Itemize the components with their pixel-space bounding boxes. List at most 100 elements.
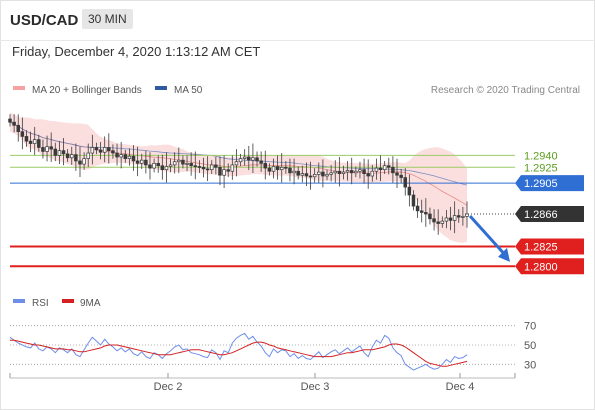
candle-body — [321, 171, 325, 177]
candle-body — [370, 170, 375, 177]
x-tick-label: Dec 4 — [446, 381, 475, 393]
candle — [111, 144, 115, 159]
candle-body — [296, 170, 300, 176]
bb-legend-swatch — [13, 86, 25, 90]
x-tick-label: Dec 3 — [301, 381, 330, 393]
candle-body — [304, 173, 309, 177]
candle-body — [358, 169, 362, 172]
candle — [403, 168, 407, 196]
candle — [82, 152, 86, 170]
candle-body — [349, 170, 354, 174]
resistance-1-label: 1.2925 — [524, 162, 558, 174]
candle — [279, 153, 284, 183]
rsi-tick-label: 30 — [524, 359, 536, 371]
candle-body — [218, 166, 222, 176]
candle-body — [94, 147, 99, 151]
candle-body — [57, 150, 62, 156]
support-2-label: 1.2800 — [524, 261, 558, 273]
candle — [205, 156, 210, 182]
candle-body — [403, 177, 407, 188]
candle — [440, 216, 445, 228]
candle-body — [382, 165, 387, 171]
symbol-label: USD/CAD — [10, 12, 79, 29]
candle — [465, 201, 469, 228]
bollinger-band — [10, 112, 467, 243]
candle-body — [366, 173, 370, 177]
candle-body — [247, 156, 251, 161]
candle — [432, 209, 436, 231]
candle-body — [251, 157, 255, 161]
candle-body — [53, 148, 58, 156]
candle — [127, 148, 132, 166]
candle — [41, 139, 45, 159]
candle — [86, 143, 90, 168]
candle — [65, 149, 70, 163]
candle — [358, 161, 362, 179]
candle-body — [444, 217, 449, 222]
candle — [382, 160, 387, 174]
candle-body — [465, 213, 469, 217]
candle-body — [214, 164, 218, 168]
rsi-legend-swatch — [13, 299, 25, 303]
candle-body — [127, 155, 132, 159]
candle — [419, 199, 424, 223]
bb-legend-label: MA 20 + Bollinger Bands — [32, 85, 142, 96]
candle-body — [267, 167, 272, 172]
candle — [94, 142, 99, 155]
ma50-legend-swatch — [155, 86, 167, 90]
candle-body — [111, 150, 115, 154]
candle — [177, 147, 181, 174]
candle-body — [448, 217, 453, 221]
candle — [45, 135, 49, 162]
candle — [448, 206, 453, 231]
ma50-line — [9, 121, 468, 186]
forecast-arrow — [468, 214, 508, 257]
candle — [28, 131, 33, 153]
candle-body — [317, 171, 321, 175]
candle-body — [292, 170, 296, 174]
candle — [172, 152, 177, 174]
candle-body — [415, 205, 420, 212]
candle — [61, 138, 66, 166]
candle-body — [197, 166, 202, 168]
candle — [218, 156, 222, 186]
candle-body — [41, 147, 45, 152]
candle-body — [308, 175, 313, 178]
x-tick-label: Dec 2 — [154, 381, 183, 393]
support-2-tag — [515, 258, 584, 275]
candle-body — [16, 124, 20, 133]
candle — [49, 132, 53, 162]
timeframe-button[interactable]: 30 MIN — [82, 9, 133, 29]
candle — [247, 145, 251, 171]
candle-body — [341, 171, 346, 174]
candle — [251, 143, 255, 173]
candle-body — [271, 166, 276, 172]
candle-body — [337, 170, 342, 174]
candle-body — [131, 155, 136, 162]
candle-body — [164, 166, 169, 171]
candle-body — [288, 167, 292, 174]
candle — [259, 151, 263, 172]
candle — [436, 209, 440, 235]
candle — [164, 152, 169, 183]
candle — [226, 163, 230, 177]
support-1-tag — [515, 238, 584, 255]
candle-body — [193, 165, 198, 168]
candle — [107, 133, 111, 164]
candle-body — [263, 162, 268, 169]
candle-body — [440, 220, 445, 224]
last-price-label: 1.2866 — [524, 209, 558, 221]
candle-body — [12, 121, 16, 126]
candle — [209, 160, 214, 174]
candle-body — [300, 173, 305, 176]
candle-body — [424, 212, 428, 215]
rsi-line — [9, 332, 468, 371]
candle-body — [148, 164, 152, 169]
pivot-tag — [515, 175, 584, 192]
candle-body — [119, 154, 123, 158]
candle — [292, 158, 296, 185]
candle-body — [354, 170, 358, 174]
candle — [333, 160, 338, 183]
